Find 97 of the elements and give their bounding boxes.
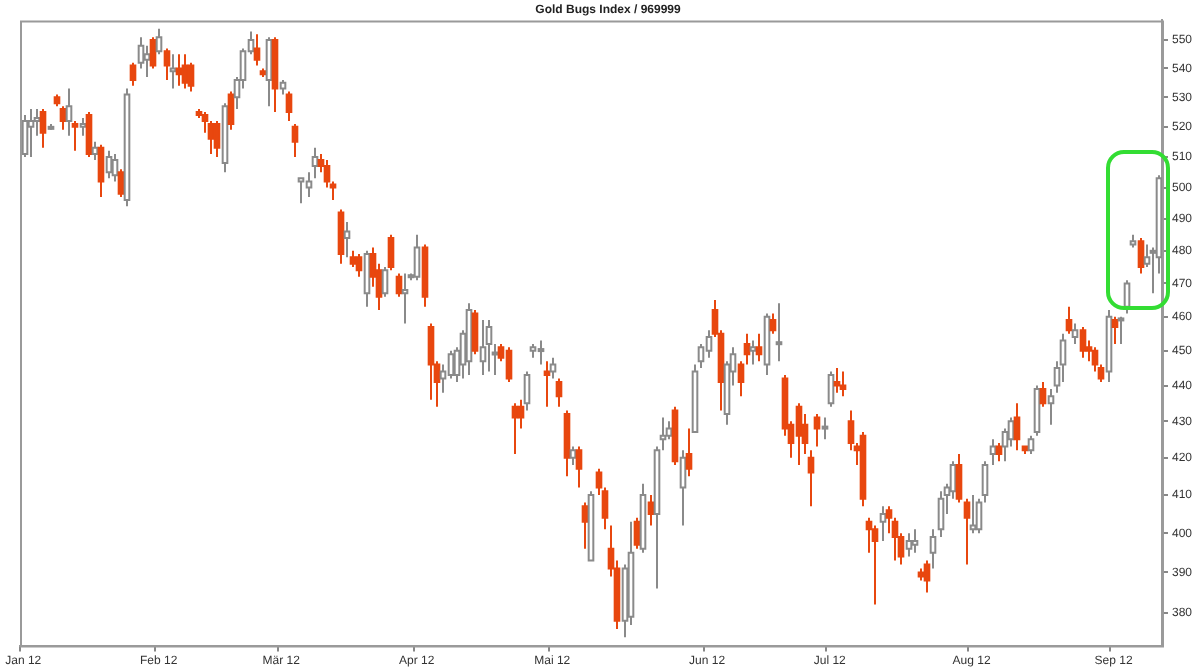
candlestick [575,445,583,489]
candlestick [1137,236,1145,275]
candlestick [343,221,351,259]
candlestick [181,53,189,90]
candlestick [569,445,577,467]
candlestick [1039,381,1047,408]
candlestick [105,149,113,180]
candlestick [963,497,971,566]
candlestick [1079,325,1087,359]
candlestick [581,501,589,550]
candlestick [355,253,363,278]
candlestick [479,319,487,377]
candlestick [137,36,145,70]
candlestick [763,312,771,377]
candlestick [1047,388,1055,426]
candlestick [955,452,963,504]
candlestick [937,490,945,539]
candlestick [505,346,513,384]
candlestick [1111,315,1119,345]
candlestick [775,302,783,363]
candlestick [755,332,763,363]
candlestick [413,233,421,282]
candlestick [401,272,409,325]
candlestick [969,493,977,535]
candlestick [1027,434,1035,455]
candlestick [1013,402,1021,452]
candlestick [923,559,931,594]
candlestick [297,177,305,205]
candlestick [71,119,79,152]
candlestick [827,370,835,408]
candlestick [39,108,47,149]
candlestick [311,146,319,180]
candlestick [227,90,235,131]
candlestick [769,312,777,335]
candlestick [995,441,1003,463]
candlestick [549,356,557,380]
candlestick [511,402,519,455]
candlestick [143,44,151,79]
candlestick [633,516,641,550]
candlestick [27,108,35,158]
candlestick [363,249,371,308]
candlestick [871,524,879,606]
candlestick [85,111,93,158]
candlestick [291,122,299,158]
candlestick [129,61,137,87]
candlestick [989,438,997,467]
candlestick [253,33,261,67]
candlestick [647,493,655,527]
candlestick [911,528,919,554]
candlestick [427,322,435,401]
candlestick [149,36,157,70]
candlestick [1117,315,1125,345]
candlestick [207,119,215,155]
candlestick [1071,322,1079,345]
candlestick [879,505,887,542]
candlestick [839,370,847,398]
candlestick [543,360,551,408]
candlestick [523,370,531,412]
candlestick [697,342,705,370]
candlestick [175,53,183,87]
candlestick [163,47,171,81]
candlestick [285,90,293,122]
candlestick [485,319,493,373]
candlestick [337,208,345,265]
candlestick [833,367,841,394]
candlestick [749,339,757,366]
candlestick [447,349,455,380]
candlestick [91,140,99,161]
candlestick [187,61,195,93]
candlestick [387,233,395,272]
candlestick [821,416,829,441]
candlestick [111,152,119,183]
candlestick [97,143,105,198]
candlestick [705,329,713,359]
candlestick [685,427,693,478]
candlestick [679,449,687,527]
candlestick [563,409,571,478]
candlestick [169,53,177,90]
candlestick [929,528,937,570]
candlestick [395,272,403,298]
candlestick [1065,305,1073,335]
candlestick [555,377,563,408]
candlestick [905,532,913,558]
candlestick [795,402,803,467]
candlestick [213,119,221,158]
candlestick [381,266,389,298]
candlestick [265,36,273,108]
candlestick [65,87,73,137]
candlestick [471,309,479,356]
candlestick [517,398,525,430]
candlestick [117,168,125,198]
candlestick [21,113,29,158]
candlestick [155,27,163,56]
candlestick [305,171,313,198]
candlestick [59,105,67,131]
candlestick [1033,384,1041,437]
candlestick [537,339,545,366]
